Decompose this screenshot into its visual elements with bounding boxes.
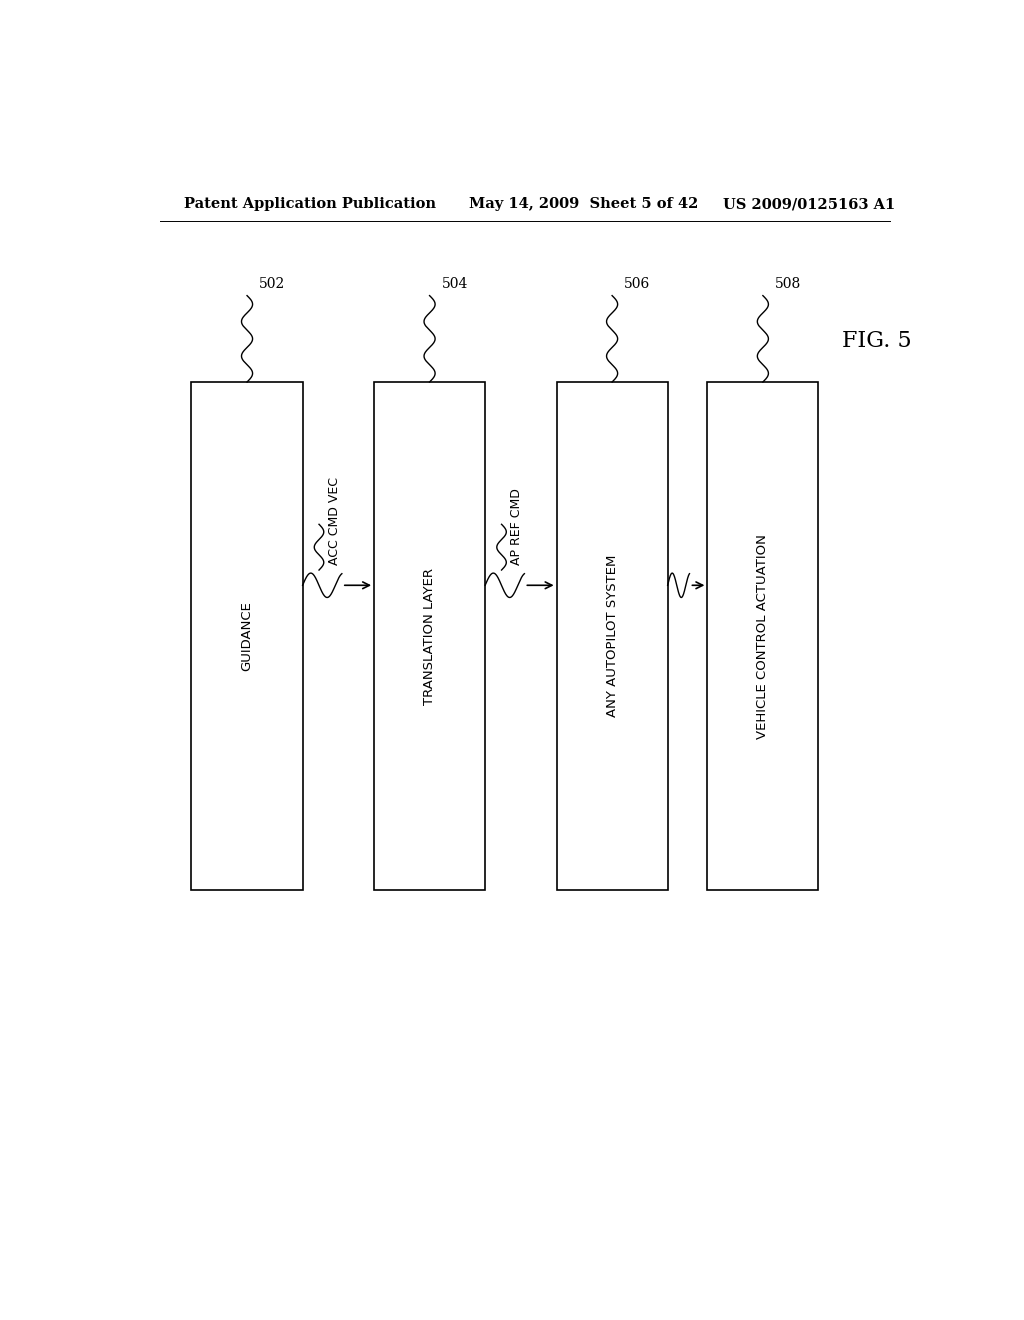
Text: 508: 508 xyxy=(775,276,801,290)
Text: Patent Application Publication: Patent Application Publication xyxy=(183,197,435,211)
Text: FIG. 5: FIG. 5 xyxy=(842,330,911,352)
Bar xyxy=(557,381,668,890)
Text: 502: 502 xyxy=(259,276,286,290)
Text: US 2009/0125163 A1: US 2009/0125163 A1 xyxy=(723,197,895,211)
Text: May 14, 2009  Sheet 5 of 42: May 14, 2009 Sheet 5 of 42 xyxy=(469,197,698,211)
Text: AP REF CMD: AP REF CMD xyxy=(510,488,523,565)
Bar xyxy=(374,381,485,890)
Text: GUIDANCE: GUIDANCE xyxy=(241,601,254,671)
Bar xyxy=(708,381,818,890)
Text: ACC CMD VEC: ACC CMD VEC xyxy=(328,477,341,565)
Text: VEHICLE CONTROL ACTUATION: VEHICLE CONTROL ACTUATION xyxy=(757,533,769,739)
Text: TRANSLATION LAYER: TRANSLATION LAYER xyxy=(423,568,436,705)
Text: 506: 506 xyxy=(624,276,650,290)
Text: ANY AUTOPILOT SYSTEM: ANY AUTOPILOT SYSTEM xyxy=(605,554,618,717)
Text: 504: 504 xyxy=(441,276,468,290)
Bar xyxy=(191,381,303,890)
